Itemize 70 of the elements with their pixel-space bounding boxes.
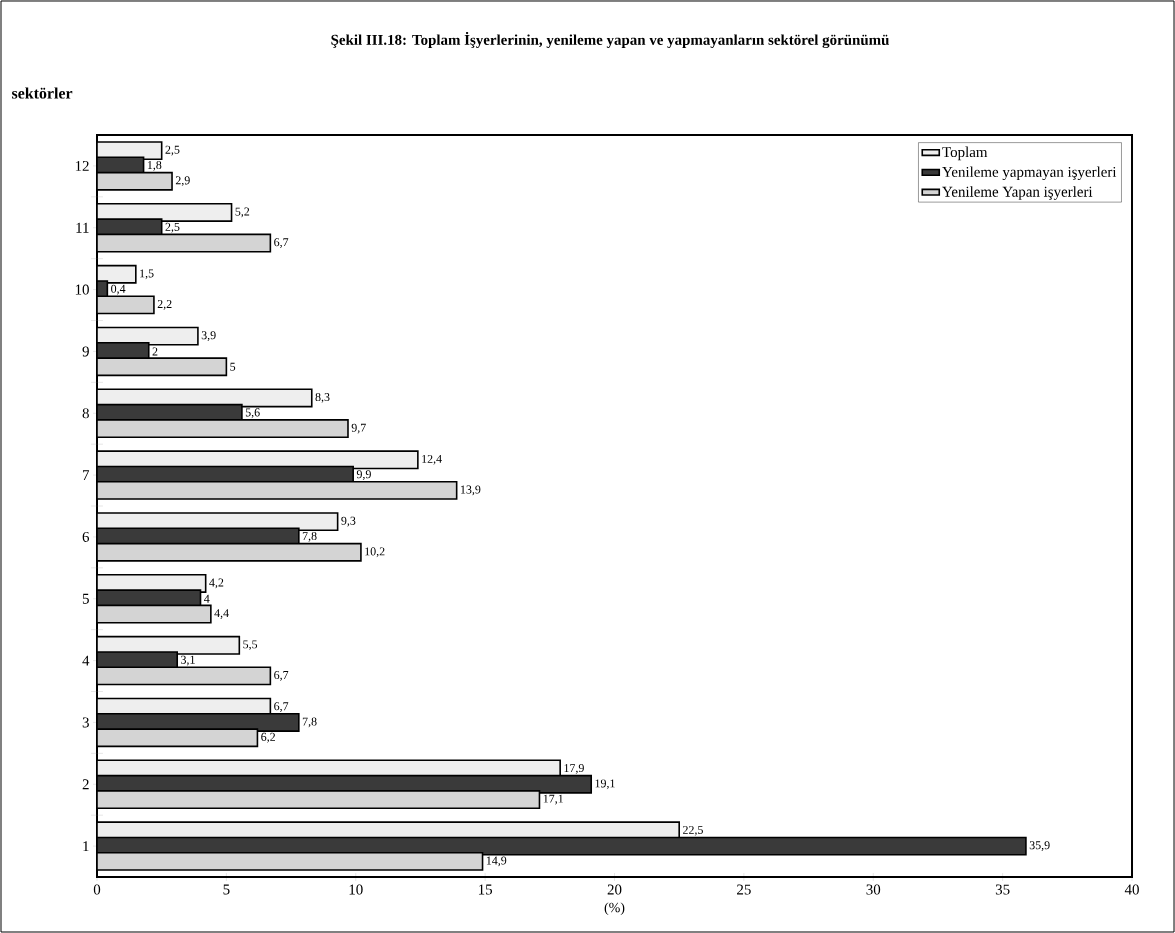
legend-label: Yenileme Yapan işyerleri	[942, 186, 1093, 200]
data-label: 35,9	[1029, 841, 1050, 851]
data-label: 6,7	[274, 238, 289, 248]
data-label: 19,1	[595, 779, 615, 790]
x-tick-label: 0	[93, 884, 101, 895]
x-tick-label: 35	[995, 884, 1010, 895]
bar	[97, 171, 173, 191]
data-label: 6,7	[274, 702, 289, 712]
data-label: 17,9	[564, 764, 584, 774]
y-tick-label: 4	[82, 655, 90, 666]
x-tick-label: 10	[349, 884, 363, 895]
data-label: 1,5	[140, 269, 154, 280]
bar	[97, 604, 212, 624]
bar	[97, 728, 259, 748]
data-label: 5,2	[235, 207, 250, 218]
legend-label: Yenileme yapmayan işyerleri	[942, 166, 1117, 181]
y-tick-label: 5	[82, 593, 89, 604]
y-tick-label: 3	[82, 717, 89, 728]
data-label: 5,6	[245, 408, 260, 419]
data-label: 5	[230, 362, 236, 371]
x-tick-label: 20	[607, 884, 622, 895]
y-tick-label: 2	[82, 779, 89, 790]
data-label: 8,3	[315, 393, 330, 403]
y-axis-title: sektörler	[12, 87, 73, 99]
x-tick-label: 15	[478, 884, 493, 895]
bar	[97, 233, 272, 253]
x-axis-title: (%)	[604, 902, 625, 916]
y-tick-label: 9	[82, 346, 89, 357]
data-label: 3,1	[181, 655, 195, 666]
chart-title: Şekil III.18: Toplam İşyerlerinin, yenileme yapan ve yapmayanların sektörel görünümü	[331, 31, 889, 49]
y-tick-label: 11	[76, 222, 89, 233]
data-label: 2	[152, 347, 158, 356]
x-tick-label: 25	[737, 884, 751, 895]
y-tick-label: 1	[83, 841, 89, 852]
data-label: 9,9	[356, 470, 371, 480]
legend-label: Toplam	[942, 146, 988, 161]
data-label: 6,2	[261, 732, 275, 743]
x-tick-label: 30	[866, 884, 881, 895]
data-label: 1,8	[147, 161, 162, 171]
data-label: 12,4	[422, 454, 442, 465]
data-label: 7,8	[302, 532, 317, 542]
data-label: 9,7	[351, 423, 366, 434]
y-tick-label: 8	[82, 408, 89, 419]
data-label: 4,4	[214, 609, 229, 619]
data-label: 17,1	[543, 794, 563, 805]
bar	[97, 666, 272, 686]
data-label: 0,4	[111, 284, 126, 295]
y-tick-label: 7	[83, 470, 90, 480]
data-label: 2,5	[165, 222, 180, 233]
data-label: 2,9	[175, 176, 190, 187]
x-tick-label: 5	[223, 884, 230, 895]
y-tick-label: 6	[82, 531, 90, 542]
x-tick-label: 40	[1124, 884, 1139, 895]
data-label: 4	[204, 594, 210, 603]
data-label: 5,5	[243, 640, 258, 651]
y-tick-label: 10	[75, 284, 89, 295]
data-label: 4,2	[209, 578, 224, 589]
data-label: 14,9	[486, 856, 507, 867]
bar	[97, 542, 362, 562]
y-tick-label: 12	[75, 160, 89, 171]
data-label: 13,9	[461, 485, 481, 496]
data-label: 3,9	[201, 331, 216, 341]
data-label: 2,2	[157, 300, 172, 310]
data-label: 2,5	[165, 145, 180, 156]
bar	[97, 357, 228, 377]
data-label: 6,7	[274, 671, 289, 681]
data-label: 10,2	[365, 547, 385, 558]
data-label: 9,3	[341, 516, 356, 527]
data-label: 7,8	[302, 717, 317, 728]
data-label: 22,5	[683, 825, 703, 836]
